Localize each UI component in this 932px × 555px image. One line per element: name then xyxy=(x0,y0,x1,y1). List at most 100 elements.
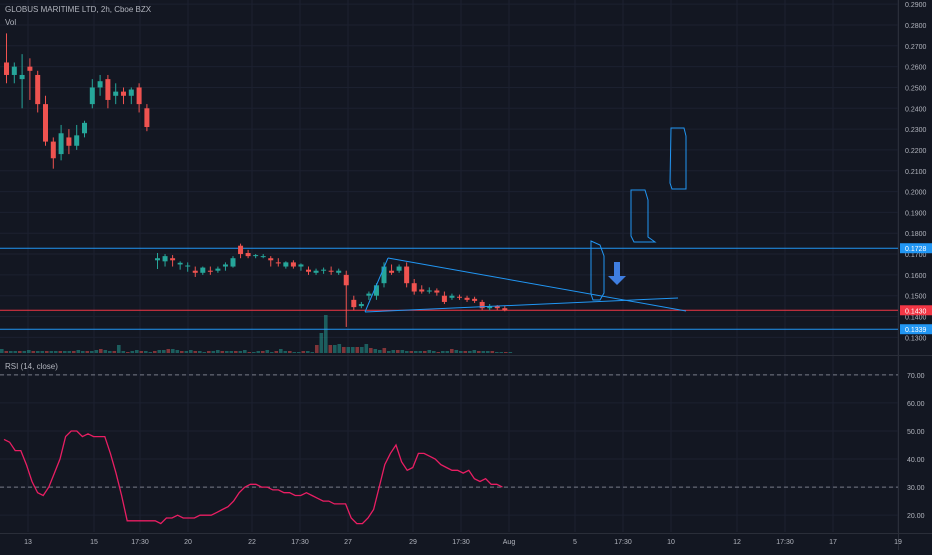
candle-body xyxy=(449,295,455,298)
volume-bar xyxy=(171,349,175,353)
price-tick-label: 0.2200 xyxy=(905,148,927,155)
volume-bar xyxy=(477,351,481,353)
rsi-tick-label: 70.00 xyxy=(907,373,925,380)
volume-bar xyxy=(463,351,468,353)
volume-bar xyxy=(0,349,4,353)
volume-legend[interactable]: Vol xyxy=(5,18,17,27)
volume-bar xyxy=(27,350,31,353)
volume-bar xyxy=(342,347,346,353)
candle-body xyxy=(419,289,425,292)
volume-bar xyxy=(81,351,85,353)
time-tick-label: 17:30 xyxy=(452,539,470,546)
candle-body xyxy=(185,265,191,267)
candle-body xyxy=(268,258,274,261)
volume-bar xyxy=(31,351,36,353)
candle-body xyxy=(27,66,33,71)
candle-body xyxy=(494,306,500,309)
candle-body xyxy=(411,283,417,292)
volume-bar xyxy=(153,351,157,353)
volume-bar xyxy=(90,351,94,353)
price-tick-label: 0.2700 xyxy=(905,44,927,51)
volume-bar xyxy=(13,351,18,353)
volume-bar xyxy=(423,351,427,353)
time-tick-label: 20 xyxy=(184,539,192,546)
time-tick-label: 12 xyxy=(733,539,741,546)
volume-bar xyxy=(103,350,108,353)
volume-bar xyxy=(468,351,472,353)
candle-body xyxy=(245,253,251,257)
candle-body xyxy=(162,256,168,262)
time-tick-label: Aug xyxy=(503,539,516,546)
price-tick-label: 0.1300 xyxy=(905,335,927,342)
time-tick-label: 19 xyxy=(894,539,902,546)
time-tick-label: 10 xyxy=(667,539,675,546)
candle-body xyxy=(479,301,485,309)
volume-bar xyxy=(175,350,180,353)
rsi-line xyxy=(3,430,503,525)
volume-bar xyxy=(139,351,144,353)
symbol-legend[interactable]: GLOBUS MARITIME LTD, 2h, Cboe BZX xyxy=(5,5,152,14)
volume-bar xyxy=(265,350,270,353)
candle-body xyxy=(238,245,244,255)
volume-bar xyxy=(211,351,216,353)
price-tick-label: 0.1500 xyxy=(905,294,927,301)
volume-bar xyxy=(324,315,328,353)
volume-bar xyxy=(166,349,171,353)
candle-body xyxy=(128,89,134,96)
candle-body xyxy=(336,270,342,273)
volume-bar xyxy=(306,351,310,353)
price-tag xyxy=(900,305,932,316)
volume-bar xyxy=(337,344,342,353)
volume-bar xyxy=(202,352,207,353)
rsi-legend[interactable]: RSI (14, close) xyxy=(5,362,58,371)
price-tick-label: 0.1900 xyxy=(905,210,927,217)
volume-bar xyxy=(315,345,319,353)
candle-body xyxy=(321,269,327,271)
candle-body xyxy=(230,258,236,267)
volume-bar xyxy=(387,351,391,353)
volume-bar xyxy=(22,351,27,353)
candle-body xyxy=(328,270,334,272)
candle-body xyxy=(275,262,281,264)
volume-bar xyxy=(54,351,58,353)
candle-body xyxy=(487,306,493,309)
volume-bar xyxy=(193,351,198,353)
volume-bar xyxy=(490,351,495,353)
candle-body xyxy=(43,104,48,142)
volume-bar xyxy=(495,352,499,353)
volume-bar xyxy=(481,351,486,353)
candle-body xyxy=(89,87,95,105)
time-tick-label: 29 xyxy=(409,539,417,546)
candle-body xyxy=(74,135,80,146)
time-tick-label: 17:30 xyxy=(614,539,632,546)
price-tick-label: 0.2100 xyxy=(905,169,927,176)
candle-body xyxy=(260,256,266,258)
volume-bar xyxy=(135,350,139,353)
volume-bar xyxy=(427,350,432,353)
volume-bar xyxy=(459,351,463,353)
volume-bar xyxy=(499,352,504,353)
candle-body xyxy=(373,285,379,296)
volume-bar xyxy=(319,333,324,353)
volume-bar xyxy=(207,351,211,353)
volume-bar xyxy=(148,352,153,353)
time-tick-label: 17:30 xyxy=(131,539,149,546)
volume-bar xyxy=(238,351,243,353)
candle-body xyxy=(58,133,64,155)
candle-body xyxy=(389,270,395,273)
candle-body xyxy=(381,266,387,284)
price-tick-label: 0.1600 xyxy=(905,273,927,280)
price-tick-label: 0.1400 xyxy=(905,315,927,322)
volume-bar xyxy=(391,350,396,353)
volume-bar xyxy=(256,351,261,353)
volume-bar xyxy=(400,350,405,353)
volume-bar xyxy=(270,352,274,353)
volume-bar xyxy=(292,352,297,353)
candle-body xyxy=(253,255,259,257)
volume-bar xyxy=(346,347,351,353)
volume-bar xyxy=(108,351,112,353)
volume-bar xyxy=(301,351,306,353)
volume-bar xyxy=(94,350,99,353)
